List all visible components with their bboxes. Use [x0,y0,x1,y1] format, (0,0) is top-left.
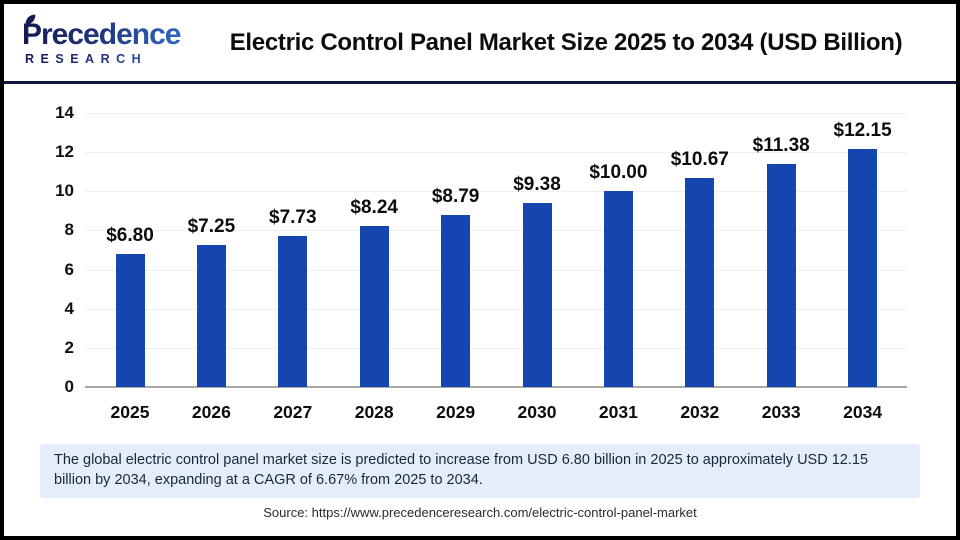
bar-value-label: $7.73 [269,207,317,228]
bar [603,191,633,387]
y-axis-tick-label: 6 [64,260,74,279]
x-axis-category-label: 2033 [761,402,801,422]
x-axis-category-label: 2034 [843,402,883,422]
bar [766,164,796,387]
bar [522,203,552,387]
leaf-icon [25,14,36,25]
bar-value-label: $8.24 [350,197,398,218]
gridline [85,191,907,192]
page-title: Electric Control Panel Market Size 2025 … [229,29,903,56]
bar [115,254,145,387]
y-axis-tick-label: 4 [64,299,74,318]
bar [196,245,226,387]
bar-value-label: $9.38 [513,174,561,195]
bar-value-label: $11.38 [752,135,810,156]
x-axis-category-label: 2029 [436,402,476,422]
x-axis-category-label: 2027 [273,402,313,422]
logo-wordmark: Precedence [22,14,194,52]
x-axis-category-label: 2030 [517,402,557,422]
bar [278,236,308,387]
bar-value-label: $10.67 [670,149,729,170]
logo-text: Precedence [22,18,181,52]
y-axis-tick-label: 2 [64,338,74,357]
bar-value-label: $7.25 [187,216,236,237]
precedence-research-logo: Precedence RESEARCH [4,14,194,66]
logo-subtext: RESEARCH [22,53,194,66]
bar [848,149,878,387]
bar [685,178,715,387]
bar-value-label: $10.00 [589,162,648,183]
x-axis-category-label: 2031 [598,402,638,422]
y-axis-tick-label: 14 [55,103,74,122]
bar [359,226,389,387]
gridline [85,230,907,231]
summary-note-box: The global electric control panel market… [40,444,920,498]
header: Precedence RESEARCH Electric Control Pan… [4,4,956,82]
y-axis-tick-label: 10 [55,181,74,200]
header-divider [4,81,956,84]
x-axis-category-label: 2025 [110,402,150,422]
source-line: Source: https://www.precedenceresearch.c… [263,505,697,520]
bar [441,215,471,387]
bar-chart: 0 2 4 6 8 10 12 14 $6.80 2025 $7.25 2026 $7.73 2027 $8… [0,84,960,443]
x-axis-category-label: 2026 [191,402,231,422]
title-wrap: Electric Control Panel Market Size 2025 … [194,29,956,57]
x-axis-line [85,386,907,388]
x-axis-category-label: 2032 [680,402,720,422]
gridline [85,348,907,349]
y-axis-tick-label: 8 [64,220,74,239]
y-axis-tick-label: 12 [55,142,74,161]
gridline [85,309,907,310]
bar-value-label: $8.79 [431,186,480,207]
bar-value-label: $6.80 [106,225,154,246]
summary-note-text: The global electric control panel market… [54,452,869,488]
gridline [85,270,907,271]
y-axis-tick-label: 0 [64,377,74,396]
x-axis-category-label: 2028 [354,402,394,422]
gridline [85,113,907,114]
gridline [85,152,907,153]
bar-value-label: $12.15 [833,120,892,141]
